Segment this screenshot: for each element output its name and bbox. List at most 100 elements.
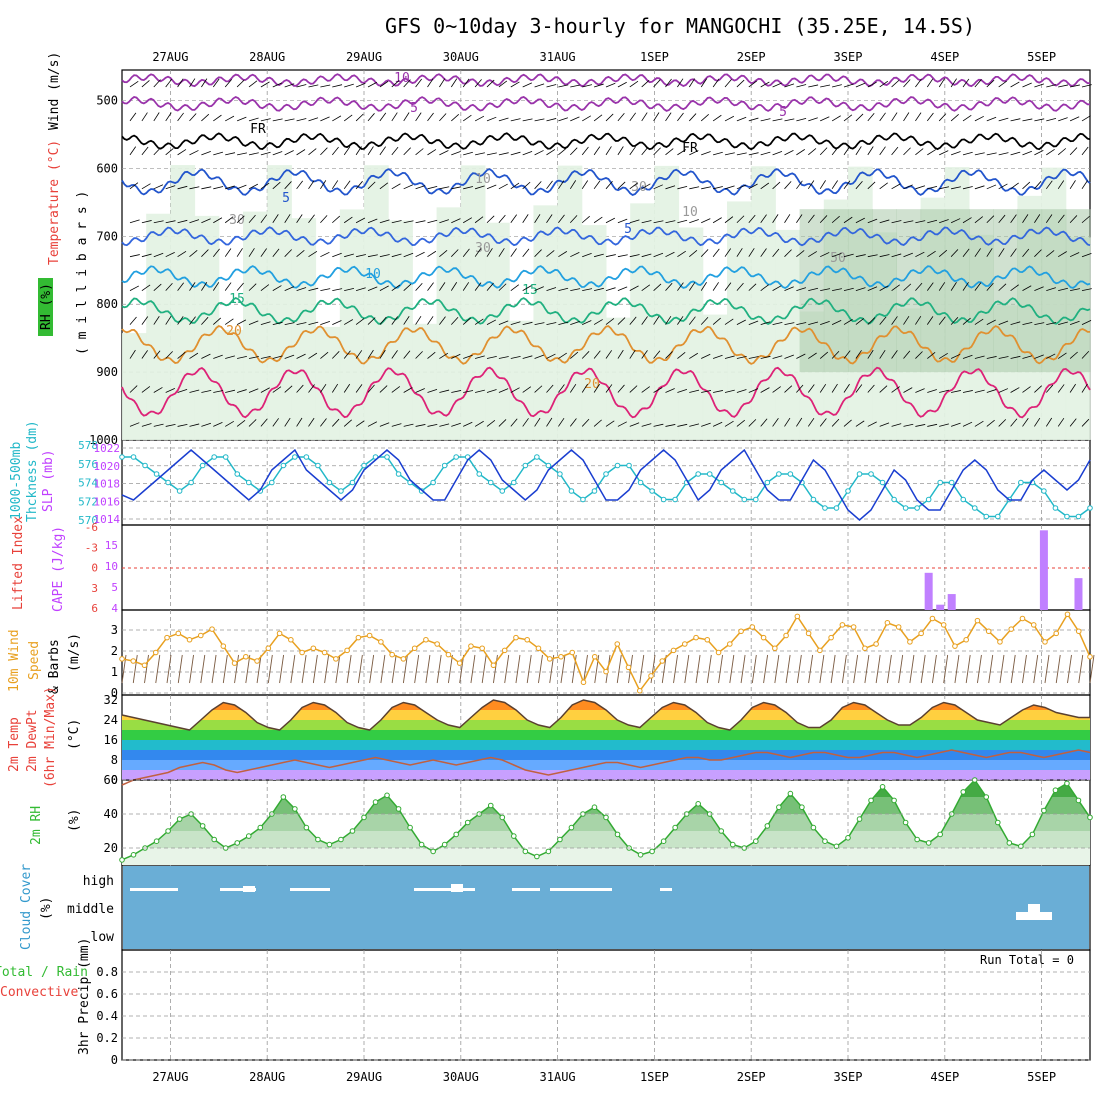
upper-wind-barb bbox=[926, 316, 934, 325]
upper-wind-barb bbox=[1022, 181, 1031, 190]
upper-wind-barb bbox=[272, 248, 280, 257]
lifted-index-ytick: -6 bbox=[85, 521, 98, 534]
upper-wind-barb bbox=[712, 248, 720, 257]
upper-wind-barb bbox=[736, 79, 745, 88]
upper-wind-barb bbox=[855, 420, 865, 427]
upper-wind-barb bbox=[450, 282, 458, 291]
date-label-bottom: 3SEP bbox=[834, 1070, 863, 1084]
upper-wind-barb bbox=[581, 351, 590, 359]
rh-shade bbox=[485, 222, 510, 440]
upper-wind-barb bbox=[998, 388, 1009, 393]
slp-line-point bbox=[776, 471, 782, 477]
wind10-ytick: 0 bbox=[111, 686, 118, 700]
upper-ytick: 900 bbox=[96, 365, 118, 379]
contour-label: 10 bbox=[682, 205, 698, 220]
slp-line-point bbox=[522, 462, 529, 469]
upper-wind-barb bbox=[831, 115, 841, 122]
upper-wind-barb bbox=[534, 118, 545, 122]
upper-wind-barb bbox=[248, 320, 259, 325]
upper-wind-barb bbox=[653, 316, 660, 325]
upper-wind-barb bbox=[784, 249, 792, 257]
rh2m-line-point bbox=[176, 816, 183, 822]
slp-line-point bbox=[245, 479, 252, 486]
upper-wind-barb bbox=[236, 319, 247, 325]
upper-wind-barb bbox=[712, 421, 723, 427]
upper-wind-barb bbox=[986, 419, 995, 427]
slp-line-point bbox=[695, 471, 701, 477]
cloud-high-segment bbox=[130, 888, 178, 891]
slp-line-point bbox=[280, 462, 287, 469]
contour-label: 5 bbox=[410, 101, 418, 116]
upper-wind-barb bbox=[796, 353, 806, 359]
upper-wind-barb bbox=[129, 112, 137, 122]
slp-line-point bbox=[925, 496, 932, 503]
upper-wind-barb bbox=[129, 80, 139, 88]
upper-wind-barb bbox=[522, 181, 531, 190]
wind10-speed-line-point bbox=[839, 622, 846, 628]
upper-wind-barb bbox=[700, 282, 707, 291]
wind10-barb bbox=[1010, 654, 1016, 684]
upper-wind-barb bbox=[153, 184, 164, 190]
upper-wind-barb bbox=[879, 182, 888, 190]
upper-wind-barb bbox=[153, 387, 163, 393]
cape-bar bbox=[936, 604, 945, 610]
upper-wind-barb bbox=[260, 81, 270, 88]
upper-wind-barb bbox=[915, 424, 926, 427]
upper-wind-barb bbox=[308, 417, 315, 427]
upper-wind-barb bbox=[1022, 418, 1029, 427]
upper-wind-barb bbox=[820, 116, 830, 122]
date-label-bottom: 30AUG bbox=[443, 1070, 479, 1084]
wind10-barb bbox=[166, 654, 172, 684]
rh-shade-dark bbox=[896, 209, 922, 373]
upper-wind-barb bbox=[165, 185, 176, 190]
wind10-speed-line-point bbox=[974, 617, 981, 624]
upper-wind-barb bbox=[189, 150, 199, 156]
wind10-speed-line-point bbox=[355, 634, 362, 641]
wind10-barb bbox=[740, 654, 746, 684]
wind10-barb bbox=[155, 654, 161, 684]
cape-bar bbox=[924, 572, 933, 610]
upper-wind-barb bbox=[915, 351, 923, 359]
upper-wind-barb bbox=[927, 389, 937, 393]
upper-wind-barb bbox=[581, 115, 592, 122]
upper-wind-barb bbox=[403, 350, 411, 359]
date-label-top: 28AUG bbox=[249, 50, 285, 64]
upper-wind-barb bbox=[986, 79, 995, 88]
upper-wind-barb bbox=[915, 78, 922, 88]
cloud-high-segment bbox=[290, 888, 330, 891]
upper-wind-barb bbox=[1069, 147, 1078, 156]
upper-wind-barb bbox=[129, 422, 140, 427]
wind10-barb bbox=[504, 654, 510, 684]
wind10-speed-line-point bbox=[479, 645, 485, 652]
upper-wind-barb bbox=[641, 183, 651, 190]
upper-wind-barb bbox=[1045, 214, 1053, 223]
upper-wind-barb bbox=[653, 387, 663, 393]
upper-wind-barb bbox=[498, 248, 505, 257]
contour-label: 15 bbox=[229, 292, 245, 307]
rh2m-line-point bbox=[672, 824, 678, 831]
date-label-top: 30AUG bbox=[443, 50, 479, 64]
upper-wind-barb bbox=[665, 220, 676, 224]
wind10-speed-line-point bbox=[636, 687, 643, 694]
upper-wind-barb bbox=[165, 424, 176, 427]
upper-wind-barb bbox=[308, 148, 317, 156]
slp-line-point bbox=[753, 496, 759, 503]
upper-wind-barb bbox=[296, 353, 306, 359]
upper-wind-barb bbox=[474, 282, 482, 291]
upper-wind-barb bbox=[641, 284, 651, 291]
rh2m-ytick: 40 bbox=[104, 807, 118, 821]
upper-wind-barb bbox=[177, 219, 188, 224]
slp-line-point bbox=[787, 471, 794, 477]
upper-wind-barb bbox=[843, 83, 854, 88]
upper-wind-barb bbox=[260, 387, 270, 393]
upper-wind-barb bbox=[617, 286, 628, 292]
upper-wind-barb bbox=[867, 81, 877, 88]
upper-wind-barb bbox=[165, 282, 173, 291]
wind10-speed-line-point bbox=[1087, 653, 1093, 660]
upper-wind-barb bbox=[284, 249, 292, 257]
upper-wind-barb bbox=[986, 116, 997, 122]
upper-wind-barb bbox=[189, 423, 200, 427]
upper-wind-barb bbox=[439, 113, 447, 122]
rh2m-line-point bbox=[292, 806, 298, 812]
temp-contour-25 bbox=[121, 366, 1091, 419]
